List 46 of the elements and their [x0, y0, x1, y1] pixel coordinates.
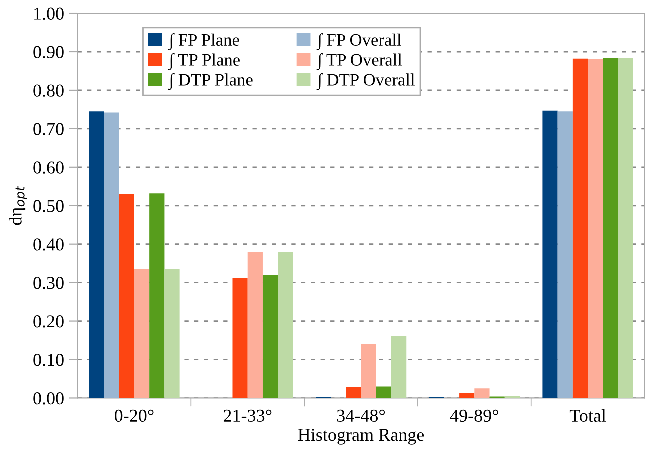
bar — [460, 393, 475, 398]
y-tick-label: 0.70 — [34, 123, 64, 136]
y-tick-label: 0.60 — [34, 162, 64, 174]
bar — [361, 344, 376, 398]
y-tick-label: 0.20 — [34, 316, 64, 328]
legend-label: ∫ DTP Plane — [168, 73, 253, 90]
legend-label: ∫ TP Plane — [168, 53, 240, 70]
bar — [572, 58, 588, 398]
bar — [558, 112, 573, 398]
y-tick-label: 0.40 — [34, 238, 64, 251]
legend-label: ∫ FP Plane — [168, 33, 240, 51]
bar — [603, 58, 618, 398]
y-tick-label: 0.80 — [34, 84, 64, 97]
bar — [392, 336, 407, 398]
y-tick-label: 0.90 — [34, 46, 64, 59]
x-tick-label: 21-33° — [224, 410, 272, 422]
bar — [134, 268, 150, 398]
bar — [104, 112, 120, 398]
x-axis-title: Histogram Range — [298, 429, 424, 445]
x-tick-label: Total — [570, 409, 606, 422]
bar — [232, 278, 248, 398]
bar — [376, 386, 392, 398]
bar — [346, 387, 362, 398]
y-tick-label: 0.30 — [34, 277, 64, 290]
bar — [248, 252, 263, 398]
bar — [278, 252, 294, 398]
bar — [618, 58, 634, 398]
bar — [89, 112, 104, 398]
bar — [542, 110, 558, 398]
bar — [262, 276, 278, 398]
x-tick-label: 0-20° — [114, 410, 154, 422]
y-tick-label: 0.00 — [34, 392, 64, 405]
legend-label: ∫ FP Overall — [316, 33, 402, 51]
y-tick-label: 0.10 — [34, 354, 64, 366]
bar — [474, 388, 490, 398]
bar — [588, 59, 604, 398]
bar — [150, 194, 165, 398]
x-tick-label: 49-89° — [450, 410, 498, 422]
y-axis-title: dη$_{opt}$ — [9, 186, 28, 226]
legend-label: ∫ DTP Overall — [316, 73, 415, 90]
legend-label: ∫ TP Overall — [316, 53, 402, 70]
y-tick-label: 0.50 — [34, 200, 64, 212]
bar — [164, 268, 180, 398]
bar — [119, 194, 134, 398]
y-tick-label: 1.00 — [34, 8, 64, 20]
x-tick-label: 34-48° — [337, 410, 386, 422]
